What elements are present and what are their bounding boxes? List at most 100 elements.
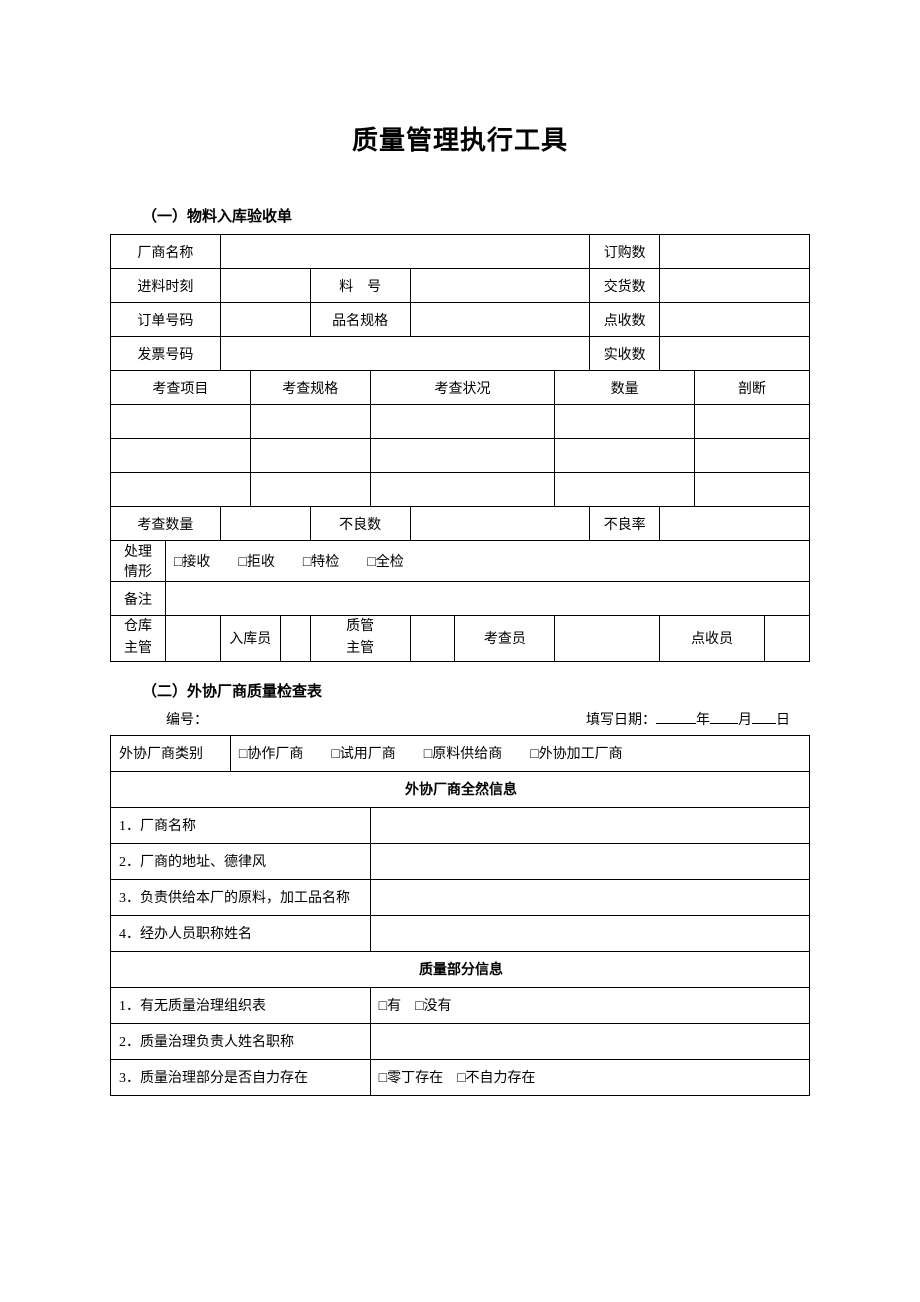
table-row: 考查项目 考查规格 考查状况 数量 剖断: [111, 371, 810, 405]
label-check-item: 考查项目: [111, 371, 251, 405]
cell: [220, 235, 589, 269]
table-row: 进料时刻 料 号 交货数: [111, 269, 810, 303]
text: 主管: [124, 641, 152, 656]
cell: [370, 879, 809, 915]
blank: [752, 709, 776, 724]
cell: [280, 616, 310, 662]
label-q2: 2．质量治理负责人姓名职称: [111, 1023, 371, 1059]
cell: [250, 405, 370, 439]
text: 仓库: [124, 619, 152, 634]
label-f2: 2．厂商的地址、德律风: [111, 843, 371, 879]
text: 日: [776, 713, 790, 728]
cell: [660, 269, 810, 303]
cell: [220, 303, 310, 337]
label-qc-mgr: 质管 主管: [310, 616, 410, 662]
table-row: [111, 473, 810, 507]
table-row: 4．经办人员职称姓名: [111, 915, 810, 951]
cell: [660, 337, 810, 371]
cell: [370, 473, 555, 507]
table-row: 3．负责供给本厂的原料，加工品名称: [111, 879, 810, 915]
text: 年: [696, 713, 710, 728]
cell: [370, 843, 809, 879]
section2-heading: （二）外协厂商质量检查表: [142, 680, 830, 701]
text: 填写日期：: [586, 713, 656, 728]
label-check-qty: 考查数量: [111, 507, 221, 541]
cell: [410, 507, 590, 541]
cell: [555, 616, 660, 662]
table-row: [111, 405, 810, 439]
page: 质量管理执行工具 （一）物料入库验收单 厂商名称 订购数 进料时刻 料 号 交货…: [0, 0, 920, 1302]
table-row: [111, 439, 810, 473]
label-material-no: 料 号: [310, 269, 410, 303]
table-row: 2．质量治理负责人姓名职称: [111, 1023, 810, 1059]
table-row: 3．质量治理部分是否自力存在 □零丁存在 □不自力存在: [111, 1059, 810, 1095]
cell: [250, 439, 370, 473]
table-row: 备注: [111, 582, 810, 616]
cell: [370, 1023, 809, 1059]
table-row: 厂商名称 订购数: [111, 235, 810, 269]
cell: [370, 915, 809, 951]
label-spec-name: 品名规格: [310, 303, 410, 337]
page-title: 质量管理执行工具: [90, 120, 830, 157]
cell: [764, 616, 809, 662]
table-row: 发票号码 实收数: [111, 337, 810, 371]
label-order-no: 订单号码: [111, 303, 221, 337]
label-receive-qty: 点收数: [590, 303, 660, 337]
cell: [111, 439, 251, 473]
blank: [656, 709, 696, 724]
label-receiver: 点收员: [660, 616, 765, 662]
cell: [111, 405, 251, 439]
table-row: 处理情形 □接收 □拒收 □特检 □全检: [111, 541, 810, 582]
table-row: 1．有无质量治理组织表 □有 □没有: [111, 987, 810, 1023]
label-vendor-type: 外协厂商类别: [111, 735, 231, 771]
label-order-qty: 订购数: [590, 235, 660, 269]
table-row: 考查数量 不良数 不良率: [111, 507, 810, 541]
table-row: 质量部分信息: [111, 951, 810, 987]
label-defect-qty: 不良数: [310, 507, 410, 541]
quality-info-header: 质量部分信息: [111, 951, 810, 987]
label-supplier-name: 厂商名称: [111, 235, 221, 269]
table-row: 订单号码 品名规格 点收数: [111, 303, 810, 337]
label-invoice-no: 发票号码: [111, 337, 221, 371]
table-material-inspection: 厂商名称 订购数 进料时刻 料 号 交货数 订单号码 品名规格 点收数 发票号码…: [110, 234, 810, 662]
handling-options: □接收 □拒收 □特检 □全检: [165, 541, 809, 582]
table-row: 1．厂商名称: [111, 807, 810, 843]
section2-meta: 编号： 填写日期： 年 月 日: [166, 709, 790, 729]
cell: [410, 303, 590, 337]
blank: [710, 709, 738, 724]
meta-date: 填写日期： 年 月 日: [586, 709, 790, 729]
text: 月: [738, 713, 752, 728]
cell: [250, 473, 370, 507]
vendor-type-options: □协作厂商 □试用厂商 □原料供给商 □外协加工厂商: [230, 735, 809, 771]
section1-heading: （一）物料入库验收单: [142, 205, 830, 226]
cell: [660, 507, 810, 541]
cell: [370, 405, 555, 439]
cell: [660, 303, 810, 337]
cell: [410, 616, 455, 662]
table-row: 外协厂商全然信息: [111, 771, 810, 807]
table-row: 仓库 主管 入库员 质管 主管 考查员 点收员: [111, 616, 810, 662]
label-q1: 1．有无质量治理组织表: [111, 987, 371, 1023]
label-f1: 1．厂商名称: [111, 807, 371, 843]
table-row: 外协厂商类别 □协作厂商 □试用厂商 □原料供给商 □外协加工厂商: [111, 735, 810, 771]
cell: [220, 507, 310, 541]
meta-no: 编号：: [166, 709, 208, 729]
cell: [220, 269, 310, 303]
cell: [220, 337, 589, 371]
cell: [695, 473, 810, 507]
label-q3: 3．质量治理部分是否自力存在: [111, 1059, 371, 1095]
table-vendor-quality: 外协厂商类别 □协作厂商 □试用厂商 □原料供给商 □外协加工厂商 外协厂商全然…: [110, 735, 810, 1096]
text: 主管: [346, 641, 374, 656]
label-f4: 4．经办人员职称姓名: [111, 915, 371, 951]
cell: [695, 439, 810, 473]
label-check-status: 考查状况: [370, 371, 555, 405]
label-in-staff: 入库员: [220, 616, 280, 662]
label-warehouse-mgr: 仓库 主管: [111, 616, 166, 662]
label-actual-qty: 实收数: [590, 337, 660, 371]
cell: [555, 473, 695, 507]
label-inspector: 考查员: [455, 616, 555, 662]
text: 质管: [346, 619, 374, 634]
label-judge: 剖断: [695, 371, 810, 405]
label-f3: 3．负责供给本厂的原料，加工品名称: [111, 879, 371, 915]
label-delivery-qty: 交货数: [590, 269, 660, 303]
